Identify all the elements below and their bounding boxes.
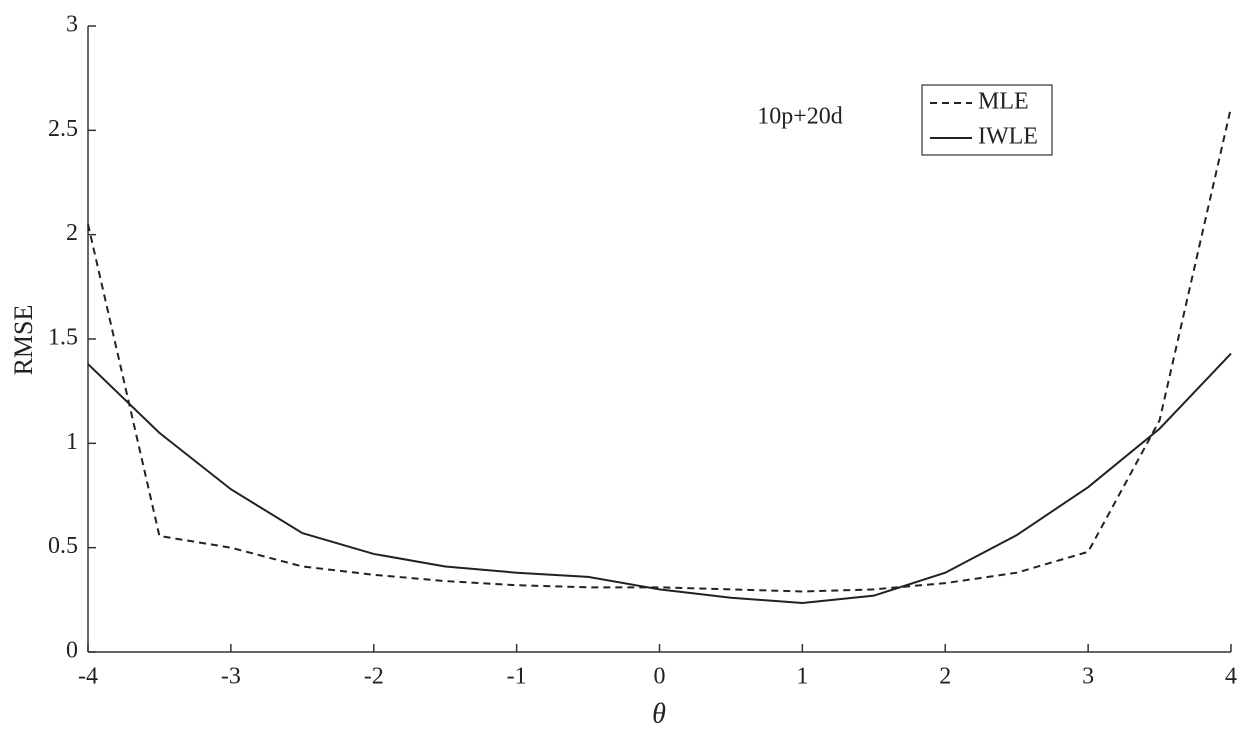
annotation: 10p+20d	[757, 104, 843, 130]
x-tick-label: -2	[364, 664, 384, 690]
legend-box	[921, 84, 1053, 156]
x-tick-label: -4	[78, 664, 98, 690]
x-tick-label: 0	[654, 664, 666, 690]
y-tick-label: 0.5	[48, 533, 78, 559]
legend-label: MLE	[978, 89, 1029, 115]
y-tick-label: 2	[66, 220, 78, 246]
x-tick-label: 2	[939, 664, 951, 690]
y-tick-label: 0	[66, 638, 78, 664]
x-tick-label: -1	[507, 664, 527, 690]
y-tick-label: 3	[66, 12, 78, 38]
x-tick-label: 3	[1082, 664, 1094, 690]
x-tick-label: 1	[796, 664, 808, 690]
y-tick-label: 1.5	[48, 325, 78, 351]
x-axis-label: θ	[652, 698, 666, 729]
y-axis-label: RMSE	[9, 305, 38, 376]
series-line	[87, 352, 1232, 604]
y-tick-label: 1	[66, 429, 78, 455]
y-tick-label: 2.5	[48, 116, 78, 142]
x-tick-label: 4	[1225, 664, 1237, 690]
series-line	[87, 107, 1232, 593]
legend-label: IWLE	[978, 124, 1038, 150]
x-tick-label: -3	[221, 664, 241, 690]
